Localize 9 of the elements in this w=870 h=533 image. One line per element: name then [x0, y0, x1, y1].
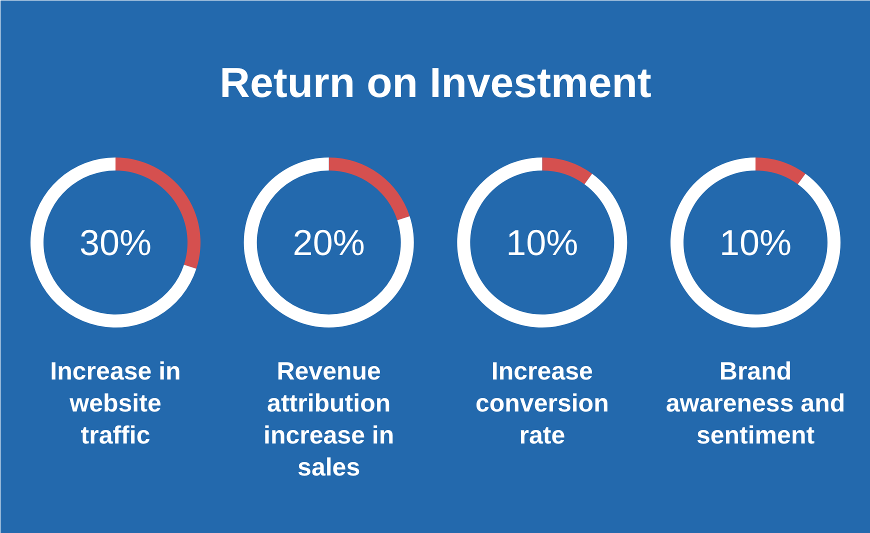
text: Increase conversion rate: [475, 358, 609, 450]
text: Brand awareness and sentiment: [666, 358, 846, 450]
text: 20%: [292, 222, 365, 263]
text: Revenue attribution increase in sales: [264, 358, 394, 482]
text: 10%: [719, 222, 792, 263]
text: 10%: [506, 222, 578, 263]
text: Return on Investment: [220, 59, 652, 106]
text: 30%: [79, 222, 152, 263]
text: Increase in website traffic: [50, 358, 181, 450]
